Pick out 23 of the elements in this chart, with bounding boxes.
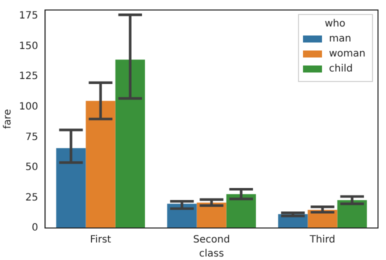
bar <box>115 60 145 228</box>
bar <box>86 100 116 228</box>
x-tick-label: First <box>90 234 112 246</box>
y-tick-label: 50 <box>25 162 38 174</box>
x-axis-title: class <box>199 248 224 260</box>
legend-title: who <box>324 18 346 30</box>
y-tick-label: 175 <box>18 10 38 22</box>
bar <box>226 194 256 228</box>
bar <box>56 148 86 228</box>
y-tick-label: 125 <box>18 71 38 82</box>
y-tick-label: 75 <box>25 132 38 143</box>
legend-label: man <box>329 34 352 45</box>
y-axis-title: fare <box>2 109 14 129</box>
x-tick-label: Third <box>308 234 336 246</box>
legend-label: woman <box>329 48 366 60</box>
y-tick-label: 25 <box>25 192 38 204</box>
bar <box>337 200 367 228</box>
y-tick-label: 150 <box>18 40 38 52</box>
y-tick-label: 0 <box>32 222 38 234</box>
y-tick-label: 100 <box>18 101 38 112</box>
x-tick-label: Second <box>193 234 230 246</box>
bar <box>196 202 226 228</box>
legend-label: child <box>329 64 353 75</box>
